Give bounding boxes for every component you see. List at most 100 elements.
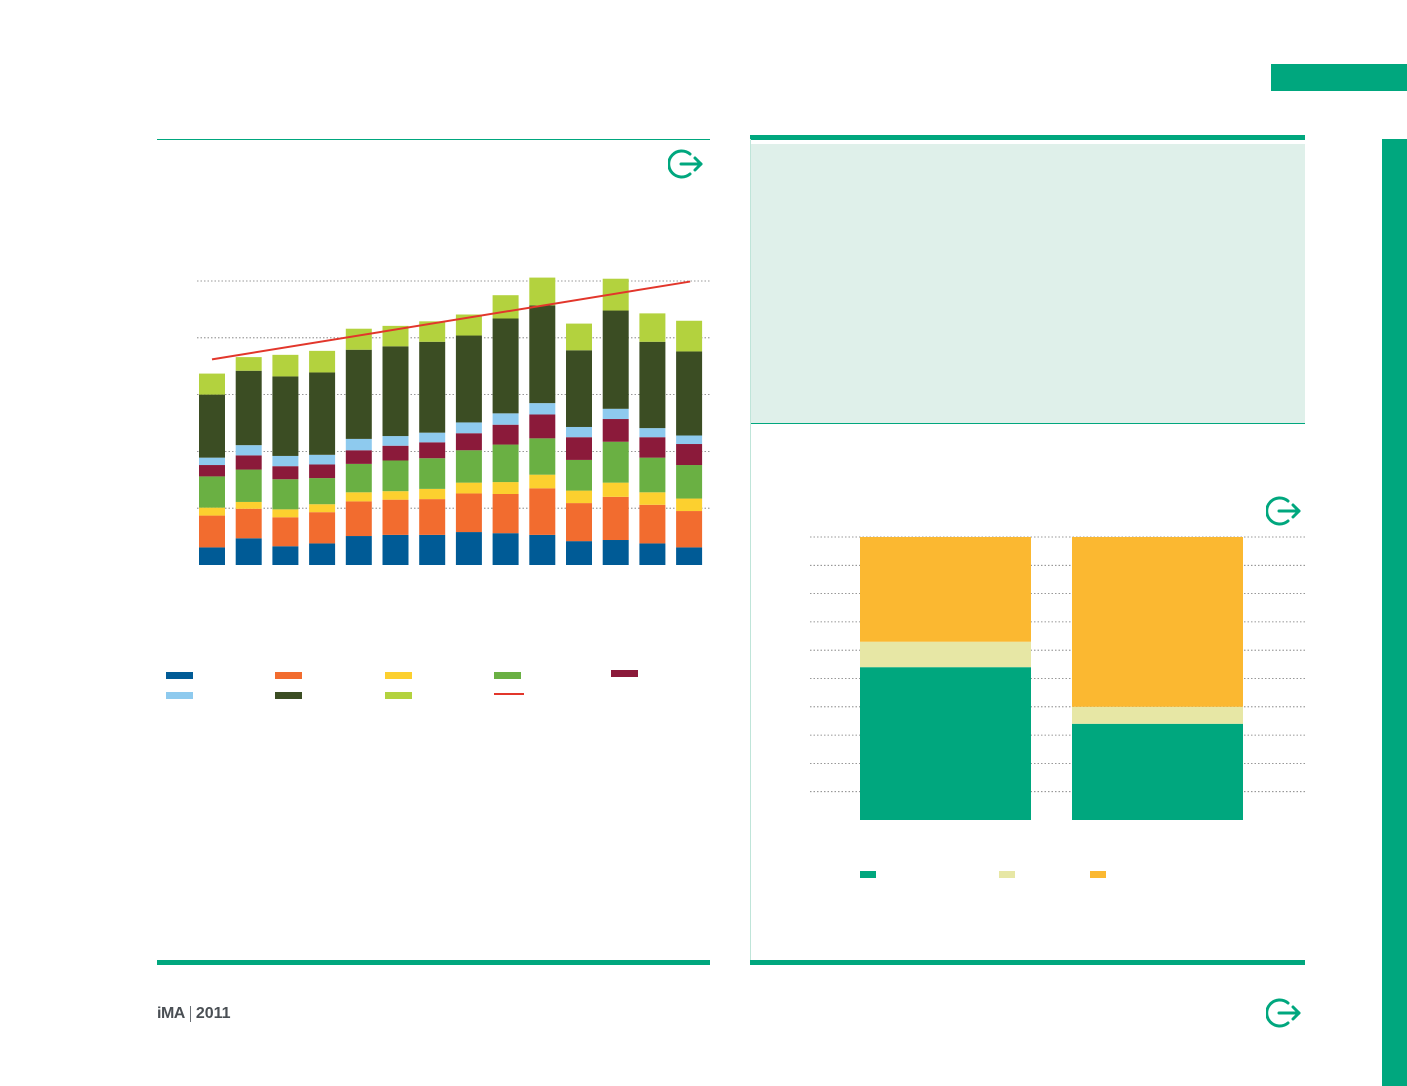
bar-segment xyxy=(309,512,336,544)
bar-segment xyxy=(419,499,446,535)
bar-segment xyxy=(345,450,372,464)
bar-segment xyxy=(602,482,629,497)
bar-stack xyxy=(492,295,519,565)
bar-segment xyxy=(419,534,446,565)
bar-segment xyxy=(1072,706,1243,724)
bar-stack xyxy=(1072,537,1243,820)
text-panel-rule xyxy=(750,423,1305,424)
bar-segment xyxy=(676,511,703,548)
bar-segment xyxy=(639,543,666,565)
bar-segment xyxy=(492,318,519,414)
bar-segment xyxy=(602,540,629,565)
logo-year: 2011 xyxy=(195,1005,231,1022)
legend-swatch xyxy=(275,692,302,699)
bar-segment xyxy=(639,341,666,429)
bar-segment xyxy=(382,491,409,500)
bar-segment xyxy=(345,328,372,350)
bar-segment xyxy=(529,305,556,404)
bar-segment xyxy=(309,454,336,465)
bar-segment xyxy=(419,458,446,489)
bar-segment xyxy=(455,335,482,423)
bar-segment xyxy=(235,501,262,509)
bar-segment xyxy=(492,494,519,534)
bar-stack xyxy=(309,350,336,565)
bar-stack xyxy=(860,537,1031,820)
bar-segment xyxy=(419,442,446,459)
left-top-rule xyxy=(157,139,710,140)
bar-segment xyxy=(199,394,225,458)
section-tab[interactable] xyxy=(1271,64,1407,91)
bar-segment xyxy=(235,455,262,470)
bar-segment xyxy=(419,321,446,342)
bar-segment xyxy=(345,501,372,537)
bar-stack xyxy=(419,321,446,565)
trend-line xyxy=(211,280,691,361)
bar-stack xyxy=(602,278,629,565)
bar-segment xyxy=(455,482,482,494)
bar-segment xyxy=(419,341,446,433)
bar-segment xyxy=(492,424,519,445)
exit-arrow-icon[interactable] xyxy=(1266,997,1304,1029)
bar-segment xyxy=(382,346,409,437)
bar-segment xyxy=(676,435,703,445)
legend-swatch xyxy=(166,692,193,699)
bar-segment xyxy=(345,463,372,493)
text-panel xyxy=(750,144,1305,423)
bar-stack xyxy=(566,323,592,565)
bar-segment xyxy=(199,373,225,395)
bar-segment xyxy=(455,532,482,565)
bar-segment xyxy=(199,465,225,477)
bar-segment xyxy=(199,457,225,466)
bar-segment xyxy=(345,349,372,439)
legend-trend-line xyxy=(494,693,524,695)
chart-bars xyxy=(199,277,703,565)
bar-segment xyxy=(272,546,299,565)
legend-swatch xyxy=(385,672,412,679)
bar-segment xyxy=(639,437,666,458)
bar-segment xyxy=(382,436,409,446)
legend-swatch xyxy=(1090,871,1106,878)
bar-segment xyxy=(382,445,409,461)
bar-segment xyxy=(382,460,409,492)
bar-segment xyxy=(529,534,556,565)
bar-segment xyxy=(602,408,629,420)
exit-arrow-icon[interactable] xyxy=(1266,495,1304,527)
percent-stacked-bar-chart xyxy=(810,536,1305,820)
exit-arrow-icon[interactable] xyxy=(668,148,706,180)
bar-segment xyxy=(419,432,446,443)
bar-segment xyxy=(602,441,629,483)
bar-segment xyxy=(455,433,482,451)
bar-segment xyxy=(345,492,372,502)
bar-segment xyxy=(199,507,225,516)
bar-stack xyxy=(455,314,482,565)
bar-stack xyxy=(199,373,225,565)
right-bottom-rule xyxy=(750,960,1305,965)
bar-segment xyxy=(566,426,592,438)
side-bar xyxy=(1382,139,1407,1086)
bar-stack xyxy=(382,325,409,565)
bar-segment xyxy=(860,667,1031,820)
bar-segment xyxy=(272,517,299,547)
bar-segment xyxy=(235,357,262,371)
bar-segment xyxy=(566,541,592,565)
left-bottom-rule xyxy=(157,960,710,965)
bar-segment xyxy=(529,277,556,306)
bar-segment xyxy=(235,508,262,539)
bar-segment xyxy=(529,414,556,439)
bar-segment xyxy=(602,310,629,409)
bar-segment xyxy=(272,455,299,467)
bar-segment xyxy=(676,465,703,499)
trend-line-segment xyxy=(211,280,691,361)
bar-segment xyxy=(309,372,336,455)
bar-segment xyxy=(235,469,262,502)
bar-segment xyxy=(676,498,703,512)
bar-segment xyxy=(566,503,592,542)
bar-segment xyxy=(455,450,482,483)
bar-segment xyxy=(382,499,409,535)
bar-segment xyxy=(639,492,666,505)
bar-segment xyxy=(199,547,225,565)
logo-separator xyxy=(189,1006,191,1022)
logo-mark: iMA xyxy=(157,1005,185,1022)
bar-segment xyxy=(309,464,336,479)
bar-segment xyxy=(676,320,703,352)
